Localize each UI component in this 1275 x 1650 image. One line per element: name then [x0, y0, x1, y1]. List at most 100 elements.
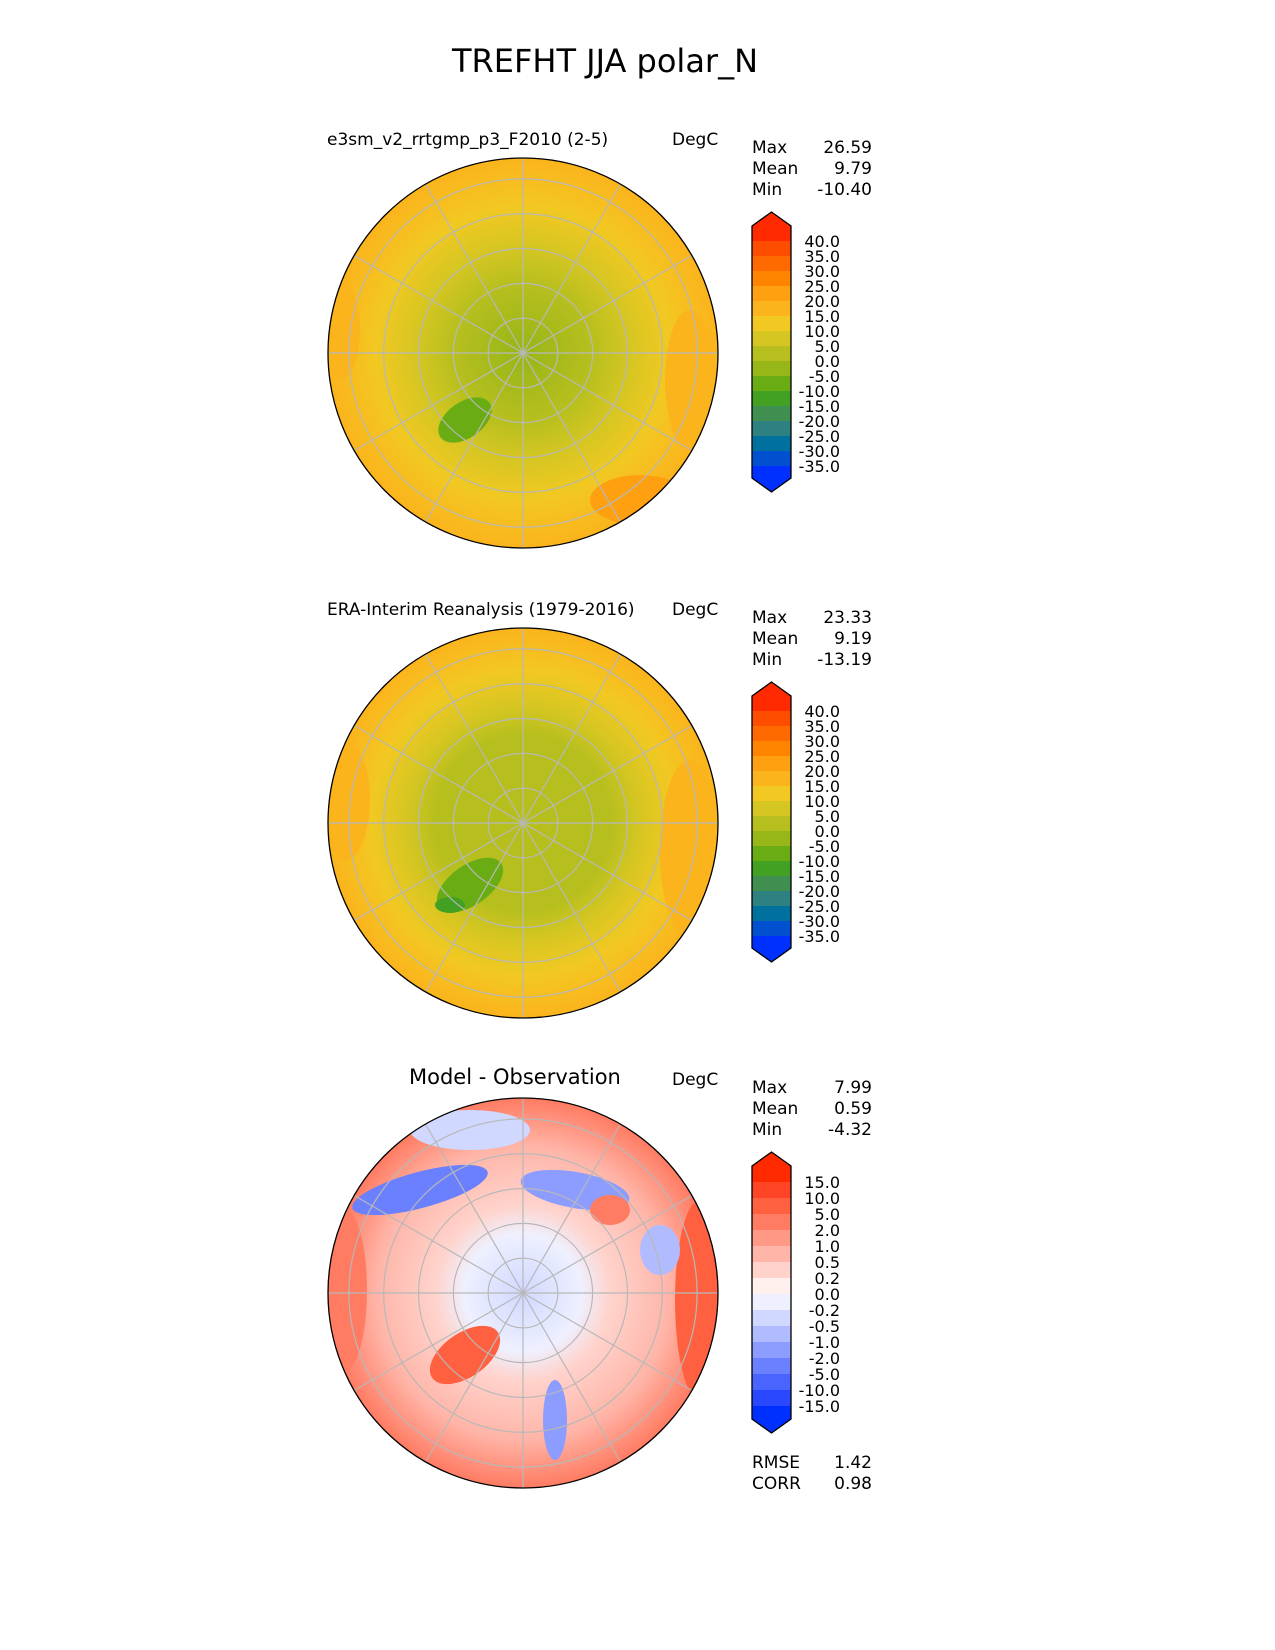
colorbar-extend-max	[752, 212, 791, 241]
colorbar-tick-label: 30.0	[804, 262, 840, 281]
rmse-value: 1.42	[834, 1453, 872, 1473]
panel-2-graticule	[327, 627, 719, 1019]
colorbar-tick-label: -15.0	[799, 1397, 840, 1416]
longitude-line	[522, 352, 622, 523]
longitude-line	[353, 724, 524, 824]
colorbar-tick-label: 10.0	[804, 1189, 840, 1208]
colorbar-tick-label: 25.0	[804, 277, 840, 296]
colorbar-tick-label: 35.0	[804, 717, 840, 736]
longitude-line	[424, 183, 524, 354]
colorbar-segment	[752, 406, 791, 422]
colorbar-outline	[751, 211, 792, 493]
colorbar-segment	[752, 331, 791, 347]
colorbar-segment	[752, 1198, 791, 1215]
colorbar-tick-label: 40.0	[804, 702, 840, 721]
corr-value: 0.98	[834, 1474, 872, 1494]
panel-1-min-label: Min	[752, 180, 783, 200]
colorbar-segment	[752, 301, 791, 317]
colorbar-segment	[752, 451, 791, 467]
panel-2-mean-value: 9.19	[834, 629, 872, 649]
panel-1-colorbar: 40.035.030.025.020.015.010.05.00.0-5.0-1…	[751, 211, 840, 493]
corr-label: CORR	[752, 1474, 801, 1494]
longitude-line	[522, 352, 693, 452]
panel-1-max-label: Max	[752, 138, 788, 158]
colorbar-tick-label: -25.0	[799, 427, 840, 446]
colorbar-segment	[752, 741, 791, 757]
colorbar-tick-label: 20.0	[804, 762, 840, 781]
colorbar-tick-label: 0.5	[815, 1253, 840, 1272]
map-boundary	[327, 1097, 719, 1489]
colorbar-outline	[751, 1151, 792, 1434]
colorbar-segment	[752, 1214, 791, 1231]
colorbar-tick-label: -1.0	[809, 1333, 840, 1352]
longitude-line	[353, 254, 524, 354]
colorbar-tick-label: 30.0	[804, 732, 840, 751]
longitude-line	[522, 653, 622, 824]
panel-1-mean-label: Mean	[752, 159, 799, 179]
panel-1-max-value: 26.59	[823, 138, 872, 158]
colorbar-tick-label: 2.0	[815, 1221, 840, 1240]
panel-1-graticule	[327, 157, 719, 549]
colorbar-tick-label: 15.0	[804, 777, 840, 796]
rmse-label: RMSE	[752, 1453, 801, 1473]
panel-2-min-value: -13.19	[817, 650, 872, 670]
colorbar-segment	[752, 241, 791, 257]
panel-2-mean-label: Mean	[752, 629, 799, 649]
panel-2-title: ERA-Interim Reanalysis (1979-2016)	[327, 600, 635, 620]
colorbar-segment	[752, 906, 791, 922]
map-boundary	[327, 157, 719, 549]
colorbar-tick-label: -10.0	[799, 852, 840, 871]
colorbar-segment	[752, 1374, 791, 1391]
longitude-line	[522, 183, 622, 354]
panel-2-max-value: 23.33	[823, 608, 872, 628]
longitude-line	[522, 1194, 693, 1294]
panel-1-mean-value: 9.79	[834, 159, 872, 179]
colorbar-tick-label: 15.0	[804, 1173, 840, 1192]
colorbar-tick-label: -5.0	[809, 367, 840, 386]
colorbar-tick-label: -5.0	[809, 837, 840, 856]
colorbar-extend-max	[752, 1152, 791, 1182]
colorbar-segment	[752, 1246, 791, 1263]
colorbar-tick-label: -30.0	[799, 442, 840, 461]
panel-1-units: DegC	[672, 130, 719, 150]
colorbar-segment	[752, 876, 791, 892]
colorbar-tick-label: 25.0	[804, 747, 840, 766]
colorbar-tick-label: 20.0	[804, 292, 840, 311]
colorbar-tick-label: -20.0	[799, 882, 840, 901]
colorbar-tick-label: -10.0	[799, 382, 840, 401]
colorbar-tick-label: 35.0	[804, 247, 840, 266]
colorbar-segment	[752, 421, 791, 437]
colorbar-tick-label: -2.0	[809, 1349, 840, 1368]
colorbar-segment	[752, 1262, 791, 1279]
colorbar-tick-label: -20.0	[799, 412, 840, 431]
colorbar-tick-label: -35.0	[799, 927, 840, 946]
panel-3-graticule	[327, 1097, 719, 1489]
colorbar-segment	[752, 921, 791, 937]
colorbar-tick-label: 10.0	[804, 792, 840, 811]
colorbar-segment	[752, 726, 791, 742]
panel-2-min-label: Min	[752, 650, 783, 670]
panel-3-anomalies	[328, 1110, 718, 1460]
colorbar-tick-label: -5.0	[809, 1365, 840, 1384]
colorbar-tick-label: 1.0	[815, 1237, 840, 1256]
longitude-line	[424, 1292, 524, 1463]
colorbar-segment	[752, 861, 791, 877]
longitude-line	[353, 1194, 524, 1294]
colorbar-tick-label: 0.2	[815, 1269, 840, 1288]
longitude-line	[522, 1292, 622, 1463]
colorbar-tick-label: 10.0	[804, 322, 840, 341]
colorbar-tick-label: -0.2	[809, 1301, 840, 1320]
colorbar-tick-label: 0.0	[815, 822, 840, 841]
colorbar-segment	[752, 286, 791, 302]
colorbar-segment	[752, 361, 791, 377]
longitude-line	[353, 352, 524, 452]
panel-3-max-value: 7.99	[834, 1078, 872, 1098]
colorbar-tick-label: -25.0	[799, 897, 840, 916]
colorbar-extend-min	[752, 466, 791, 492]
colorbar-segment	[752, 376, 791, 392]
panel-3-max-label: Max	[752, 1078, 788, 1098]
colorbar-segment	[752, 1294, 791, 1311]
colorbar-segment	[752, 316, 791, 332]
colorbar-tick-label: 40.0	[804, 232, 840, 251]
